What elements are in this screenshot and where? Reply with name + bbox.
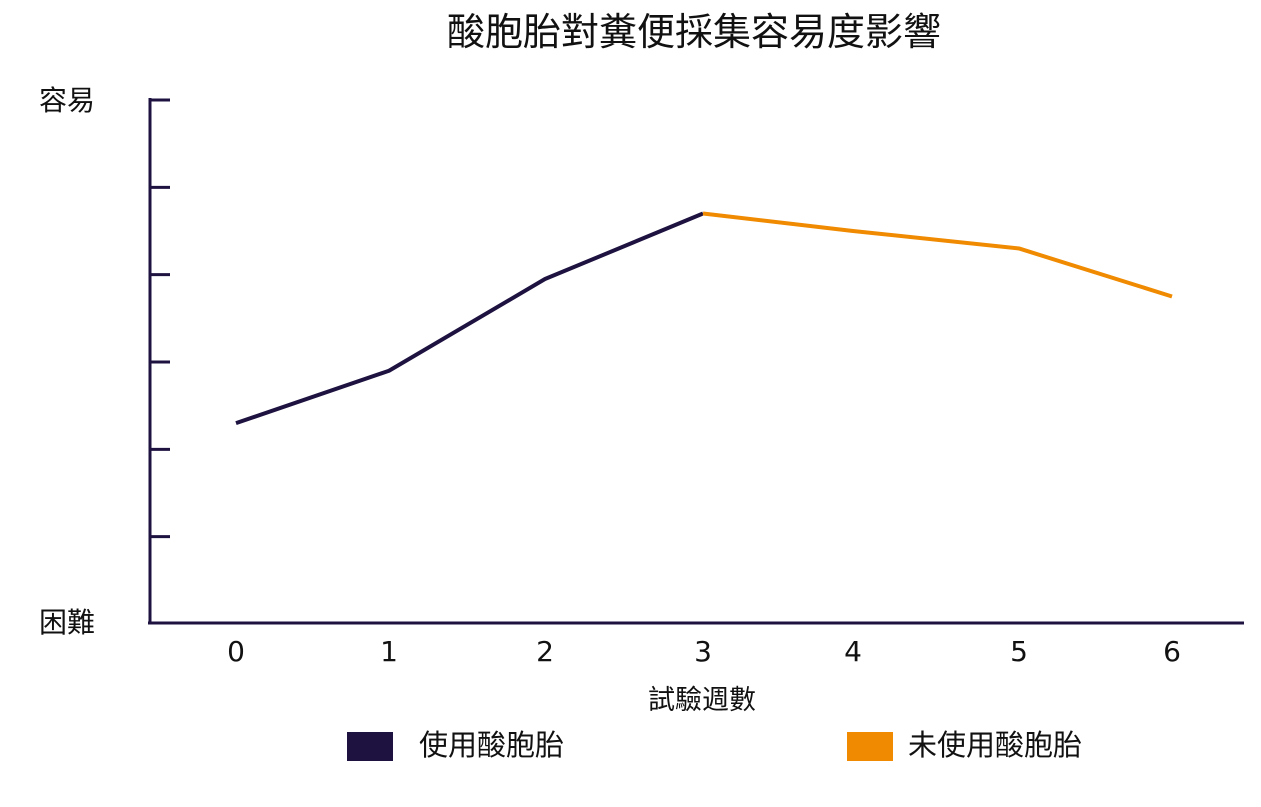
x-tick-label: 6: [1163, 635, 1181, 668]
chart-title: 酸胞胎對糞便採集容易度影響: [447, 10, 941, 54]
x-tick-label: 5: [1010, 635, 1028, 668]
x-axis-label: 試驗週數: [648, 685, 756, 716]
y-bottom-label: 困難: [39, 606, 95, 639]
legend-label-1: 使用酸胞胎: [419, 728, 564, 762]
series-lines: [235, 211, 1173, 426]
x-tick-label: 4: [844, 635, 862, 668]
legend: 使用酸胞胎 未使用酸胞胎: [347, 728, 1082, 762]
y-ticks: [150, 98, 170, 539]
series-line-2: [702, 211, 1173, 299]
legend-swatch-2: [847, 732, 893, 761]
x-tick-label: 1: [380, 635, 398, 668]
x-tick-label: 3: [694, 635, 712, 668]
x-tick-labels: 0 1 2 3 4 5 6: [227, 635, 1181, 668]
legend-swatch-1: [347, 732, 393, 761]
legend-label-2: 未使用酸胞胎: [908, 728, 1082, 762]
x-tick-label: 0: [227, 635, 245, 668]
series-line-1: [235, 211, 704, 426]
y-top-label: 容易: [39, 84, 95, 117]
x-tick-label: 2: [536, 635, 554, 668]
